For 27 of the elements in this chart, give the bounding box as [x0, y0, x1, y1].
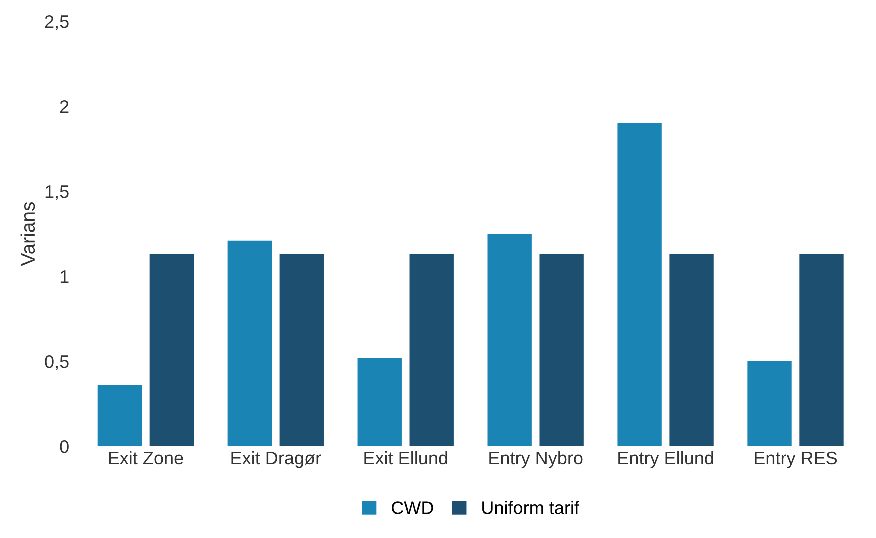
x-tick-label: Entry Ellund	[618, 451, 714, 468]
bar	[358, 358, 402, 447]
x-tick-label: Exit Ellund	[364, 451, 448, 465]
x-tick-label: Exit Dragør	[232, 451, 322, 468]
x-tick-label: Exit Zone	[109, 451, 184, 465]
x-tick-label: Entry RES	[755, 452, 838, 468]
y-tick-label: 1,5	[46, 186, 69, 200]
y-axis-title: Varians	[20, 202, 36, 266]
bar	[618, 124, 662, 447]
bar	[540, 254, 584, 447]
bar	[410, 254, 454, 447]
bar	[670, 254, 714, 447]
y-tick-label: 0,5	[45, 355, 69, 370]
bar	[800, 254, 844, 447]
y-tick-label: 2	[60, 100, 69, 114]
bar	[228, 240, 272, 447]
bar	[488, 234, 532, 447]
x-tick-label: Entry Nybro	[490, 451, 583, 468]
y-tick-label: 2,5	[45, 15, 69, 30]
legend-label: CWD	[392, 502, 434, 514]
y-tick-label: 1	[60, 270, 69, 284]
y-tick-label: 0	[60, 440, 69, 454]
bar	[150, 254, 194, 447]
legend-label: Uniform tarif	[482, 501, 580, 514]
bar	[748, 362, 792, 447]
bar	[98, 385, 142, 447]
bar	[280, 254, 324, 447]
